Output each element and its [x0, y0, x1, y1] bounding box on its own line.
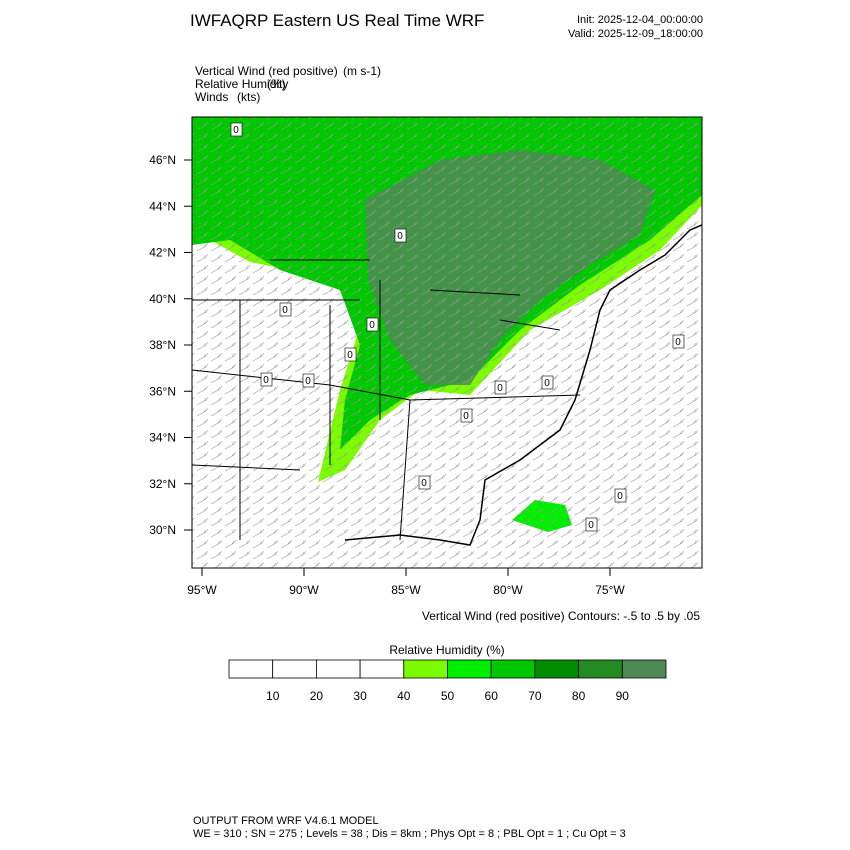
- colorbar-box: [359, 659, 405, 679]
- contour-label: 0: [463, 411, 469, 422]
- contour-label-box: [614, 488, 627, 503]
- contour-label-box: [302, 373, 315, 388]
- contour-label: 0: [233, 125, 239, 136]
- contour-label-box: [541, 375, 554, 390]
- contour-label: 0: [305, 376, 311, 387]
- contour-label: 0: [397, 231, 403, 242]
- colorbar-box: [315, 659, 361, 679]
- state-lines: [192, 259, 581, 541]
- field-name: Winds: [195, 90, 228, 104]
- colorbar-label: 20: [310, 689, 324, 703]
- map-frame: [191, 116, 703, 569]
- init-time: Init: 2025-12-04_00:00:00: [577, 14, 703, 26]
- colorbar-box: [578, 659, 623, 679]
- field-list: Vertical Wind (red positive) (m s-1) Relat…: [195, 64, 381, 104]
- contour-label: 0: [421, 478, 427, 489]
- footer-line: OUTPUT FROM WRF V4.6.1 MODEL: [193, 815, 379, 827]
- contour-label-box: [260, 372, 273, 387]
- contour-label-box: [460, 408, 473, 423]
- lon-label: 80°W: [493, 583, 523, 597]
- contour-label-box: [279, 302, 292, 317]
- colorbar-box: [447, 659, 492, 679]
- colorbar-box: [228, 659, 274, 679]
- contour-label-box: [366, 317, 379, 332]
- field-units: (kts): [237, 90, 260, 104]
- contour-label-box: [494, 380, 507, 395]
- lat-label: 32°N: [149, 477, 176, 491]
- contour-label: 0: [588, 520, 594, 531]
- lat-label: 38°N: [149, 338, 176, 352]
- colorbar-label: 50: [441, 689, 455, 703]
- colorbar-label: 30: [353, 689, 367, 703]
- field-units: (%): [267, 77, 286, 91]
- lon-label: 90°W: [289, 583, 319, 597]
- colorbar: 10 20 30 40 50 60 70 80 90: [228, 659, 667, 703]
- contour-note: Vertical Wind (red positive) Contours: -…: [422, 609, 700, 623]
- title: IWFAQRP Eastern US Real Time WRF: [190, 11, 484, 30]
- field-name: Vertical Wind (red positive): [195, 64, 338, 78]
- colorbar-label: 70: [528, 689, 542, 703]
- contour-label-box: [672, 334, 685, 349]
- colorbar-box: [403, 659, 448, 679]
- colorbar-label: 40: [397, 689, 411, 703]
- lat-label: 30°N: [149, 523, 176, 537]
- contour-label: 0: [497, 383, 503, 394]
- colorbar-box: [490, 659, 536, 679]
- lon-label: 95°W: [187, 583, 217, 597]
- contour-labels: 0 0 0 0 0 0 0 0 0 0 0 0 0 0: [230, 122, 685, 532]
- contour-label-box: [230, 122, 243, 137]
- contour-label: 0: [675, 337, 681, 348]
- lat-label: 36°N: [149, 384, 176, 398]
- contour-label-box: [344, 347, 357, 362]
- lat-label: 42°N: [149, 246, 176, 260]
- contour-label: 0: [544, 378, 550, 389]
- lat-label: 40°N: [149, 292, 176, 306]
- contour-label: 0: [347, 350, 353, 361]
- lon-label: 75°W: [595, 583, 625, 597]
- colorbar-box: [534, 659, 580, 679]
- footer-line: WE = 310 ; SN = 275 ; Levels = 38 ; Dis …: [193, 828, 626, 840]
- colorbar-box: [272, 659, 317, 679]
- contour-label: 0: [282, 305, 288, 316]
- lat-label: 46°N: [149, 153, 176, 167]
- colorbar-label: 60: [485, 689, 499, 703]
- axes: 46°N 44°N 42°N 40°N 38°N 36°N 34°N 32°N 30°N 95°W…: [149, 153, 625, 597]
- contour-label-box: [585, 517, 598, 532]
- field-name: Relative Humidity: [195, 77, 288, 91]
- contour-label-box: [418, 475, 431, 490]
- valid-time: Valid: 2025-12-09_18:00:00: [568, 28, 703, 40]
- lat-label: 34°N: [149, 431, 176, 445]
- field-units: (m s-1): [343, 64, 381, 78]
- contour-label: 0: [369, 320, 375, 331]
- colorbar-label: 10: [266, 689, 280, 703]
- lon-label: 85°W: [391, 583, 421, 597]
- contour-label: 0: [263, 375, 269, 386]
- lat-label: 44°N: [149, 199, 176, 213]
- colorbar-title: Relative Humidity (%): [389, 643, 504, 657]
- colorbar-box: [621, 659, 667, 679]
- contour-label: 0: [617, 491, 623, 502]
- contour-label-box: [394, 228, 407, 243]
- colorbar-label: 90: [616, 689, 630, 703]
- colorbar-label: 80: [572, 689, 586, 703]
- coastline: [344, 224, 702, 546]
